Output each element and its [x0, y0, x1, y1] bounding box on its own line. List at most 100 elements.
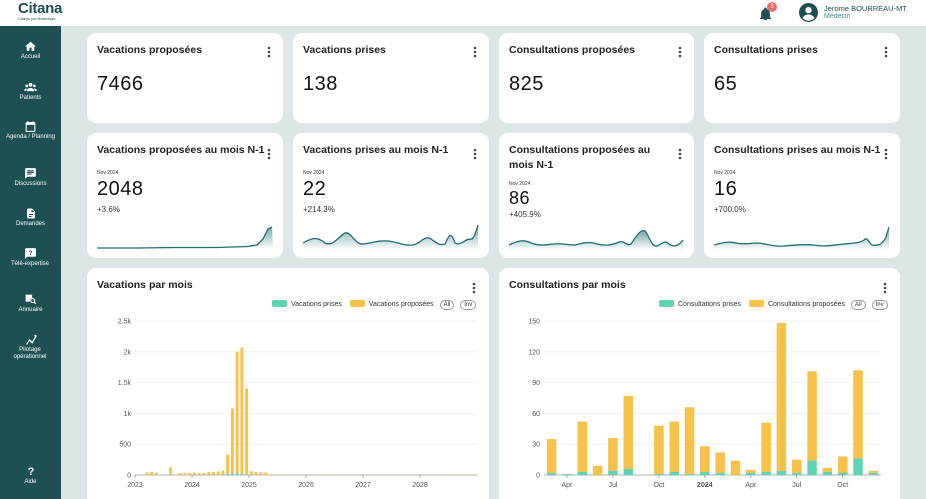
bar-taken[interactable]: [700, 471, 710, 475]
bar-offered[interactable]: [197, 473, 201, 475]
sidebar-item-agenda[interactable]: Agenda / Planning: [0, 120, 61, 141]
more-options-icon[interactable]: [472, 282, 476, 294]
bar-taken[interactable]: [837, 472, 848, 475]
bar-taken[interactable]: [684, 473, 695, 475]
bar-taken[interactable]: [623, 468, 633, 475]
bar-offered[interactable]: [154, 472, 158, 475]
bar-offered[interactable]: [853, 370, 863, 459]
bar-taken[interactable]: [746, 472, 756, 475]
app-logo[interactable]: Citana Citalys par Artémisse: [18, 1, 62, 21]
bar-offered[interactable]: [259, 472, 263, 475]
more-options-icon[interactable]: [884, 46, 888, 58]
bar-taken[interactable]: [669, 471, 679, 475]
bar-taken[interactable]: [792, 472, 802, 475]
bar-taken[interactable]: [822, 471, 833, 475]
bar-offered[interactable]: [608, 438, 618, 471]
sidebar-item-accueil[interactable]: Accueil: [0, 40, 61, 61]
user-name[interactable]: Jerome BOURREAU-MT: [824, 4, 907, 13]
bar-offered[interactable]: [264, 472, 268, 475]
invert-selection-button[interactable]: Inv: [460, 300, 477, 310]
legend-item-offered[interactable]: Vacations proposées: [349, 300, 434, 308]
sidebar-item-pilotage[interactable]: Pilotage opérationnel: [0, 333, 61, 361]
bar-offered[interactable]: [700, 446, 710, 472]
bar-taken[interactable]: [654, 473, 664, 475]
legend-item-taken[interactable]: Consultations prises: [659, 300, 741, 308]
user-avatar-icon[interactable]: [799, 3, 818, 22]
bar-offered[interactable]: [807, 371, 817, 461]
bar-offered[interactable]: [761, 422, 771, 472]
bar-taken[interactable]: [546, 472, 557, 475]
bar-offered[interactable]: [207, 472, 211, 475]
bar-taken[interactable]: [562, 473, 572, 475]
sidebar: Accueil Patients Agenda / Planning Discu…: [0, 26, 61, 499]
bar-offered[interactable]: [822, 467, 833, 472]
more-options-icon[interactable]: [678, 46, 682, 58]
more-options-icon[interactable]: [678, 148, 682, 160]
bar-offered[interactable]: [150, 471, 154, 475]
more-options-icon[interactable]: [473, 148, 477, 160]
bar-offered[interactable]: [240, 347, 244, 474]
help-button[interactable]: ? Aide: [0, 464, 61, 486]
select-all-button[interactable]: All: [439, 300, 455, 310]
bar-taken[interactable]: [807, 460, 817, 475]
bar-offered[interactable]: [792, 459, 802, 473]
bar-offered[interactable]: [249, 471, 253, 475]
bar-offered[interactable]: [776, 323, 787, 471]
bar-offered[interactable]: [169, 467, 173, 475]
bar-offered[interactable]: [654, 425, 664, 474]
bar-taken[interactable]: [715, 472, 725, 475]
bar-taken[interactable]: [226, 473, 230, 475]
sidebar-item-patients[interactable]: Patients: [0, 81, 61, 102]
bar-offered[interactable]: [192, 472, 196, 475]
bar-offered[interactable]: [837, 456, 848, 473]
bar-taken[interactable]: [230, 473, 234, 475]
sidebar-item-tele-expertise[interactable]: ? Télé-expertise: [0, 247, 61, 268]
bar-offered[interactable]: [216, 471, 220, 475]
bar-offered[interactable]: [623, 395, 633, 469]
bar-offered[interactable]: [268, 474, 272, 475]
more-options-icon[interactable]: [267, 148, 271, 160]
bar-taken[interactable]: [868, 472, 879, 475]
sidebar-item-annuaire[interactable]: Annuaire: [0, 293, 61, 314]
bar-offered[interactable]: [730, 460, 741, 475]
more-options-icon[interactable]: [267, 46, 271, 58]
bar-offered[interactable]: [188, 473, 192, 475]
bar-offered[interactable]: [592, 465, 603, 475]
select-all-button[interactable]: All: [851, 300, 866, 310]
invert-selection-button[interactable]: Inv: [871, 300, 888, 310]
more-options-icon[interactable]: [473, 46, 477, 58]
more-options-icon[interactable]: [883, 282, 887, 294]
bar-offered[interactable]: [746, 469, 756, 473]
bar-offered[interactable]: [183, 472, 187, 475]
bar-offered[interactable]: [145, 472, 149, 475]
bar-offered[interactable]: [684, 407, 695, 474]
bar-offered[interactable]: [178, 473, 182, 475]
kpi-value: 65: [714, 73, 738, 95]
bar-taken[interactable]: [853, 458, 863, 475]
bar-offered[interactable]: [254, 471, 258, 475]
more-options-icon[interactable]: [884, 148, 888, 160]
bar-taken[interactable]: [240, 473, 244, 475]
legend-item-taken[interactable]: Vacations prises: [272, 300, 342, 308]
bar-offered[interactable]: [230, 408, 234, 474]
bar-offered[interactable]: [868, 470, 879, 473]
sidebar-item-demandes[interactable]: Demandes: [0, 207, 61, 228]
bar-offered[interactable]: [577, 421, 588, 472]
bar-offered[interactable]: [226, 454, 230, 474]
bar-taken[interactable]: [235, 473, 239, 475]
sidebar-item-discussions[interactable]: Discussions: [0, 167, 61, 188]
bar-offered[interactable]: [211, 471, 215, 475]
bar-offered[interactable]: [245, 388, 249, 475]
bar-offered[interactable]: [235, 351, 239, 474]
bar-offered[interactable]: [669, 421, 679, 472]
bar-taken[interactable]: [608, 470, 618, 475]
bar-taken[interactable]: [761, 471, 771, 475]
bar-offered[interactable]: [202, 472, 206, 475]
bar-offered[interactable]: [221, 470, 225, 475]
document-icon: [26, 208, 35, 219]
legend-item-offered[interactable]: Consultations proposées: [748, 300, 845, 308]
bar-offered[interactable]: [715, 452, 725, 473]
bar-offered[interactable]: [546, 439, 557, 473]
bar-taken[interactable]: [776, 470, 787, 475]
bar-taken[interactable]: [577, 471, 588, 475]
